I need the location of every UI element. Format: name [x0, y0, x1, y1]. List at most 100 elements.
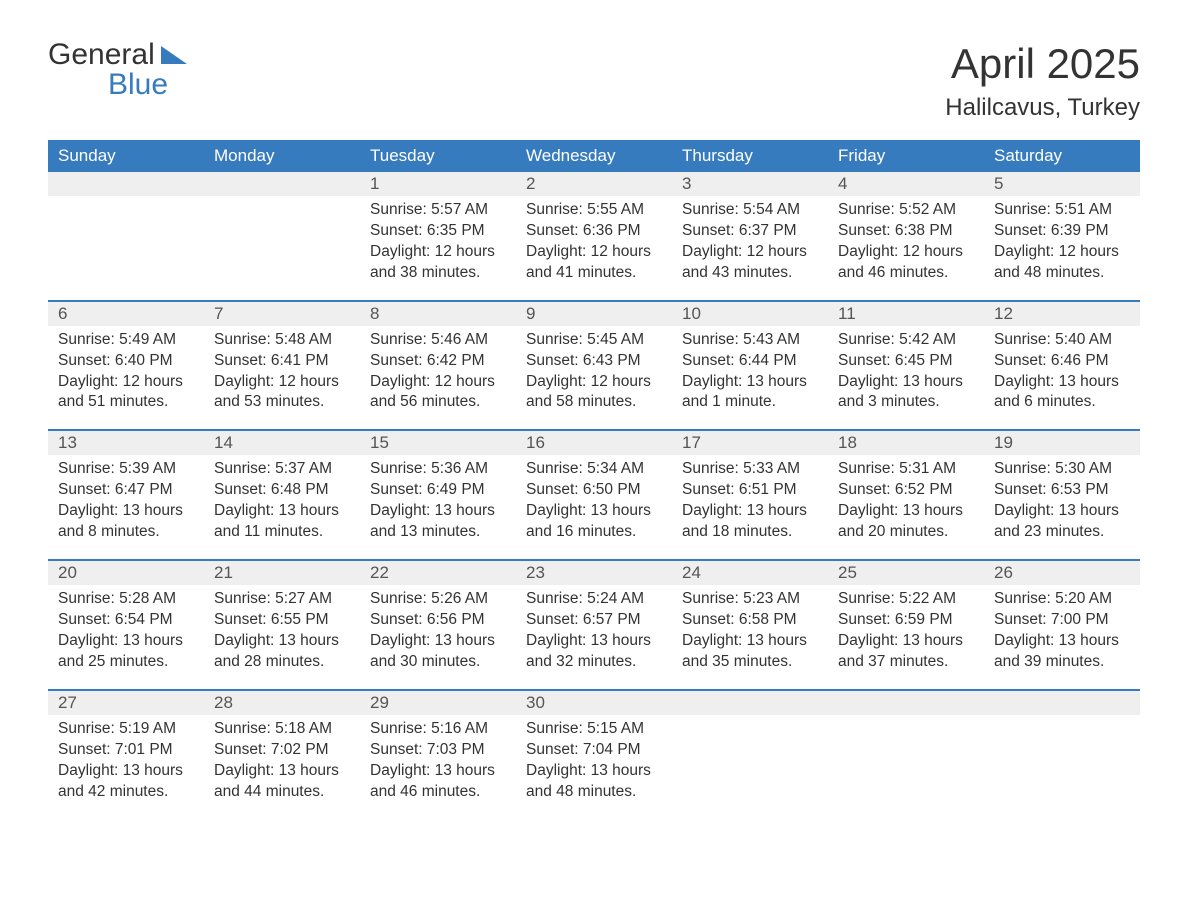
weekday-header: Saturday: [984, 140, 1140, 172]
day-content-cell: [672, 715, 828, 819]
day-text-line: Sunset: 7:03 PM: [370, 740, 506, 761]
day-number-cell: 29: [360, 690, 516, 715]
day-text-line: Daylight: 13 hours and 32 minutes.: [526, 631, 662, 673]
day-text-line: Daylight: 13 hours and 30 minutes.: [370, 631, 506, 673]
day-text-line: Daylight: 12 hours and 56 minutes.: [370, 372, 506, 414]
day-content-cell: Sunrise: 5:51 AMSunset: 6:39 PMDaylight:…: [984, 196, 1140, 301]
content-row: Sunrise: 5:28 AMSunset: 6:54 PMDaylight:…: [48, 585, 1140, 690]
day-text-line: Sunrise: 5:45 AM: [526, 330, 662, 351]
weekday-header: Tuesday: [360, 140, 516, 172]
day-text-line: Sunrise: 5:16 AM: [370, 719, 506, 740]
day-text-line: Sunrise: 5:28 AM: [58, 589, 194, 610]
day-number-cell: 2: [516, 172, 672, 196]
day-content-cell: Sunrise: 5:16 AMSunset: 7:03 PMDaylight:…: [360, 715, 516, 819]
day-text-line: Sunset: 6:49 PM: [370, 480, 506, 501]
day-text-line: Sunset: 6:47 PM: [58, 480, 194, 501]
day-number-cell: 14: [204, 430, 360, 455]
logo: General Blue: [48, 40, 187, 100]
day-text-line: Sunset: 6:42 PM: [370, 351, 506, 372]
day-number-cell: 23: [516, 560, 672, 585]
day-text-line: Sunrise: 5:37 AM: [214, 459, 350, 480]
content-row: Sunrise: 5:39 AMSunset: 6:47 PM Daylight:…: [48, 455, 1140, 560]
logo-text-1: General: [48, 40, 155, 70]
day-text-line: Daylight: 12 hours and 38 minutes.: [370, 242, 506, 284]
day-text-line: Daylight: 13 hours and 44 minutes.: [214, 761, 350, 803]
day-content-cell: Sunrise: 5:45 AMSunset: 6:43 PMDaylight:…: [516, 326, 672, 431]
day-text-line: Sunrise: 5:19 AM: [58, 719, 194, 740]
day-text-line: Sunrise: 5:55 AM: [526, 200, 662, 221]
day-content-cell: Sunrise: 5:33 AMSunset: 6:51 PMDaylight:…: [672, 455, 828, 560]
daynum-row: 20212223242526: [48, 560, 1140, 585]
day-number-cell: 10: [672, 301, 828, 326]
day-number-cell: 25: [828, 560, 984, 585]
location-label: Halilcavus, Turkey: [945, 94, 1140, 122]
day-content-cell: [984, 715, 1140, 819]
day-text-line: Daylight: 13 hours and 25 minutes.: [58, 631, 194, 673]
day-number-cell: [204, 172, 360, 196]
day-text-line: Sunrise: 5:23 AM: [682, 589, 818, 610]
day-number-cell: 16: [516, 430, 672, 455]
day-text-line: Daylight: 12 hours and 53 minutes.: [214, 372, 350, 414]
day-text-line: Sunset: 6:44 PM: [682, 351, 818, 372]
day-text-line: Sunset: 6:38 PM: [838, 221, 974, 242]
day-text-line: Sunrise: 5:46 AM: [370, 330, 506, 351]
day-text-line: Sunset: 6:35 PM: [370, 221, 506, 242]
day-text-line: Daylight: 12 hours and 46 minutes.: [838, 242, 974, 284]
day-number-cell: [828, 690, 984, 715]
day-text-line: Sunrise: 5:22 AM: [838, 589, 974, 610]
day-number-cell: 24: [672, 560, 828, 585]
day-text-line: Sunrise: 5:18 AM: [214, 719, 350, 740]
day-number-cell: 19: [984, 430, 1140, 455]
day-content-cell: Sunrise: 5:48 AMSunset: 6:41 PMDaylight:…: [204, 326, 360, 431]
day-text-line: Sunset: 6:52 PM: [838, 480, 974, 501]
day-text-line: Sunset: 6:57 PM: [526, 610, 662, 631]
day-text-line: Daylight: 13 hours and 46 minutes.: [370, 761, 506, 803]
day-text-line: Sunset: 6:36 PM: [526, 221, 662, 242]
month-title: April 2025: [945, 40, 1140, 88]
day-text-line: Sunrise: 5:39 AM: [58, 459, 194, 480]
day-text-line: Daylight: 13 hours and 18 minutes.: [682, 501, 818, 543]
day-content-cell: Sunrise: 5:27 AMSunset: 6:55 PMDaylight:…: [204, 585, 360, 690]
day-number-cell: [984, 690, 1140, 715]
day-content-cell: Sunrise: 5:39 AMSunset: 6:47 PMDaylight:…: [48, 455, 204, 560]
day-text-line: Sunset: 6:51 PM: [682, 480, 818, 501]
day-text-line: Sunrise: 5:43 AM: [682, 330, 818, 351]
day-content-cell: [48, 196, 204, 301]
content-row: Sunrise: 5:19 AMSunset: 7:01 PMDaylight:…: [48, 715, 1140, 819]
day-text-line: Sunset: 6:41 PM: [214, 351, 350, 372]
day-content-cell: [828, 715, 984, 819]
day-text-line: Sunset: 6:45 PM: [838, 351, 974, 372]
day-number-cell: 7: [204, 301, 360, 326]
day-number-cell: 3: [672, 172, 828, 196]
day-number-cell: [672, 690, 828, 715]
day-text-line: Daylight: 13 hours and 35 minutes.: [682, 631, 818, 673]
day-content-cell: Sunrise: 5:31 AMSunset: 6:52 PMDaylight:…: [828, 455, 984, 560]
day-text-line: Sunset: 6:58 PM: [682, 610, 818, 631]
weekday-header: Wednesday: [516, 140, 672, 172]
day-number-cell: 18: [828, 430, 984, 455]
day-content-cell: Sunrise: 5:55 AMSunset: 6:36 PMDaylight:…: [516, 196, 672, 301]
daynum-row: 27282930: [48, 690, 1140, 715]
day-text-line: Daylight: 12 hours and 41 minutes.: [526, 242, 662, 284]
day-text-line: Sunset: 6:53 PM: [994, 480, 1130, 501]
day-text-line: Sunset: 6:48 PM: [214, 480, 350, 501]
day-text-line: Sunset: 6:46 PM: [994, 351, 1130, 372]
day-content-cell: Sunrise: 5:49 AMSunset: 6:40 PMDaylight:…: [48, 326, 204, 431]
day-number-cell: 12: [984, 301, 1140, 326]
day-text-line: Sunrise: 5:42 AM: [838, 330, 974, 351]
logo-text-2: Blue: [108, 70, 187, 100]
day-number-cell: [48, 172, 204, 196]
day-content-cell: Sunrise: 5:34 AMSunset: 6:50 PMDaylight:…: [516, 455, 672, 560]
day-text-line: Sunset: 6:39 PM: [994, 221, 1130, 242]
day-content-cell: Sunrise: 5:36 AMSunset: 6:49 PMDaylight:…: [360, 455, 516, 560]
day-content-cell: Sunrise: 5:42 AMSunset: 6:45 PMDaylight:…: [828, 326, 984, 431]
day-text-line: Daylight: 12 hours and 51 minutes.: [58, 372, 194, 414]
header: General Blue April 2025 Halilcavus, Turk…: [48, 40, 1140, 122]
daynum-row: 13141516171819: [48, 430, 1140, 455]
day-text-line: Daylight: 13 hours and 16 minutes.: [526, 501, 662, 543]
day-text-line: Daylight: 12 hours and 58 minutes.: [526, 372, 662, 414]
day-text-line: Sunset: 7:02 PM: [214, 740, 350, 761]
daynum-row: 6789101112: [48, 301, 1140, 326]
weekday-header: Thursday: [672, 140, 828, 172]
day-content-cell: Sunrise: 5:46 AMSunset: 6:42 PMDaylight:…: [360, 326, 516, 431]
